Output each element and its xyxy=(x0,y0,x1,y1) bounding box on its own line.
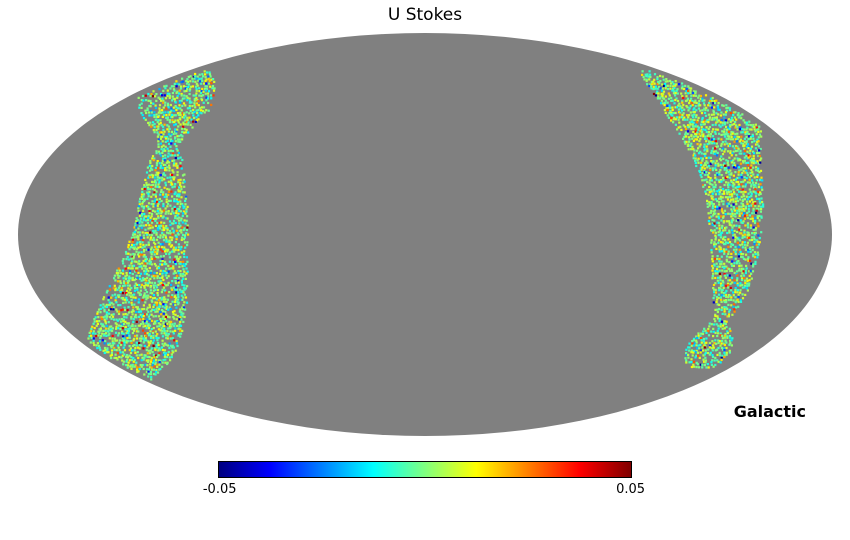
scan-coverage-speckles xyxy=(87,70,765,381)
colorbar-max-tick-label: 0.05 xyxy=(616,482,646,497)
mollweide-projection-ellipse xyxy=(18,33,832,436)
colorbar: -0.05 0.05 xyxy=(203,461,645,497)
figure-title: U Stokes xyxy=(387,5,463,25)
colorbar-min-tick-label: -0.05 xyxy=(202,482,237,497)
coordinate-system-label: Galactic xyxy=(733,402,806,421)
colorbar-gradient xyxy=(218,461,632,478)
